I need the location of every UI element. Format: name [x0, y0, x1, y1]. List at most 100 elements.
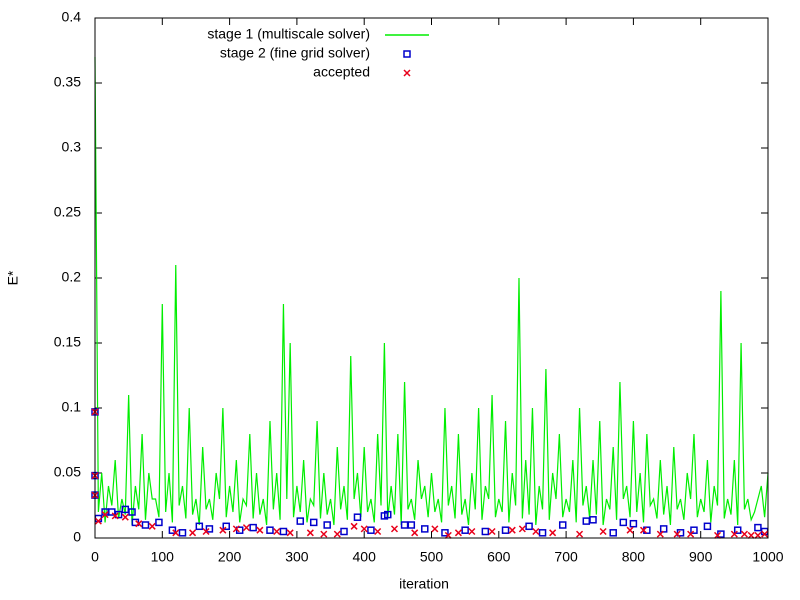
point — [296, 517, 305, 525]
point — [747, 531, 755, 539]
y-tick-label: 0.05 — [54, 464, 81, 480]
point — [703, 522, 712, 531]
legend-marker — [403, 69, 411, 77]
y-tick-label: 0.25 — [54, 204, 81, 220]
point — [508, 526, 516, 534]
plot-border — [94, 17, 769, 539]
point — [421, 525, 429, 533]
y-axis-label: E* — [5, 270, 21, 285]
point — [286, 529, 294, 537]
point — [441, 529, 449, 537]
y-tick-label: 0.15 — [54, 334, 81, 350]
point — [619, 518, 628, 527]
point — [135, 520, 143, 528]
point — [730, 530, 738, 538]
point — [320, 530, 328, 538]
point — [256, 526, 264, 534]
y-tick-label: 0.1 — [62, 399, 82, 415]
legend-label: stage 1 (multiscale solver) — [207, 26, 370, 42]
legend-marker — [403, 50, 411, 58]
point — [219, 526, 227, 534]
line-series — [94, 56, 769, 526]
point — [576, 530, 584, 538]
point — [367, 526, 375, 534]
point — [411, 529, 419, 537]
point — [340, 527, 348, 536]
point — [501, 526, 510, 534]
point — [121, 513, 129, 521]
y-tick-label: 0.35 — [54, 74, 81, 90]
x-tick-label: 100 — [151, 549, 175, 565]
x-tick-label: 300 — [285, 549, 309, 565]
point — [481, 527, 490, 536]
x-tick-label: 0 — [91, 549, 99, 565]
point — [444, 531, 452, 539]
point — [431, 525, 439, 533]
point — [232, 525, 240, 533]
point — [761, 530, 769, 538]
point — [454, 529, 462, 537]
point — [333, 530, 341, 538]
point — [549, 529, 557, 537]
legend-label: stage 2 (fine grid solver) — [220, 45, 370, 61]
x-tick-label: 700 — [554, 549, 578, 565]
point — [273, 527, 281, 536]
point — [599, 527, 607, 536]
point — [558, 521, 567, 529]
point — [249, 523, 257, 532]
point — [172, 529, 180, 537]
point — [754, 531, 762, 539]
y-tick-label: 0.3 — [62, 139, 82, 155]
point — [582, 517, 591, 525]
point — [205, 525, 214, 533]
point — [94, 517, 102, 525]
point — [609, 529, 617, 537]
point — [740, 530, 748, 538]
point — [407, 521, 416, 529]
point — [350, 522, 358, 530]
x-tick-label: 600 — [487, 549, 511, 565]
point — [713, 531, 722, 539]
point — [141, 521, 150, 529]
point — [189, 529, 197, 537]
point — [242, 524, 250, 532]
point — [639, 526, 648, 534]
x-tick-label: 500 — [420, 549, 444, 565]
y-tick-label: 0.2 — [62, 269, 82, 285]
point — [656, 530, 664, 538]
y-tick-label: 0 — [73, 529, 81, 545]
point — [195, 522, 204, 531]
point — [626, 526, 634, 534]
point — [690, 526, 698, 534]
point — [400, 521, 409, 529]
point — [360, 525, 368, 533]
point — [384, 510, 392, 519]
point — [525, 522, 533, 531]
point — [168, 526, 177, 534]
point — [589, 516, 597, 524]
point — [538, 529, 547, 537]
point — [222, 522, 230, 531]
point — [178, 529, 187, 537]
x-tick-label: 800 — [622, 549, 646, 565]
point — [733, 526, 742, 534]
point — [374, 527, 382, 536]
point — [266, 526, 274, 534]
point — [323, 521, 331, 529]
legend-label: accepted — [313, 64, 370, 80]
point — [101, 511, 109, 519]
point — [148, 522, 156, 530]
point — [687, 530, 695, 538]
point — [518, 525, 526, 533]
point — [202, 527, 210, 536]
x-tick-label: 1000 — [752, 549, 783, 565]
point — [128, 508, 136, 516]
x-tick-label: 900 — [689, 549, 713, 565]
x-tick-label: 400 — [353, 549, 377, 565]
point — [659, 525, 668, 533]
point — [673, 530, 681, 538]
point — [532, 527, 540, 536]
point — [629, 519, 638, 528]
